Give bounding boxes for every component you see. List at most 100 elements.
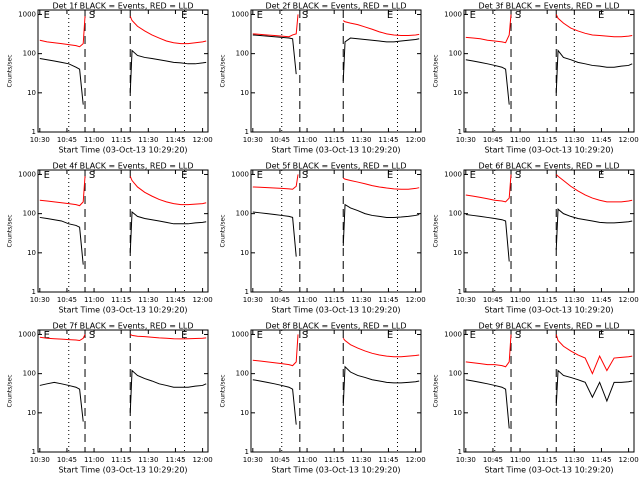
y-tick-label: 1000 (18, 10, 36, 18)
x-tick-label: 11:45 (378, 456, 398, 464)
y-tick-label: 10 (27, 409, 36, 417)
panel-title: Det 9f BLACK = Events, RED = LLD (478, 322, 619, 331)
panel-title: Det 6f BLACK = Events, RED = LLD (478, 162, 619, 171)
panel: Det 2f BLACK = Events, RED = LLD Counts/s… (220, 2, 426, 155)
x-tick-label: 10:45 (57, 296, 77, 304)
flag-label: E (387, 10, 393, 21)
x-tick-label: 11:30 (138, 136, 158, 144)
y-tick-label: 10 (27, 89, 36, 97)
plot-frame (463, 169, 635, 293)
x-axis-label: Start Time (03-Oct-13 10:29:20) (271, 466, 400, 475)
y-tick-label: 10 (27, 249, 36, 257)
y-tick-label: 100 (449, 50, 462, 58)
y-tick-label: 1 (32, 448, 36, 456)
flag-label: E (257, 10, 263, 21)
y-tick-label: 1000 (18, 330, 36, 338)
y-tick-label: 1 (32, 128, 36, 136)
y-axis-label: Counts/sec (220, 214, 227, 247)
flag-label: S (89, 170, 95, 181)
y-tick-label: 10 (453, 249, 462, 257)
x-tick-label: 11:00 (510, 456, 530, 464)
flag-label: S (89, 330, 95, 341)
y-axis-label: Counts/sec (433, 214, 440, 247)
flag-label: E (470, 10, 476, 21)
x-tick-label: 10:30 (30, 456, 50, 464)
x-tick-label: 11:15 (111, 296, 131, 304)
x-tick-label: 10:30 (243, 296, 263, 304)
series-line (252, 365, 420, 425)
x-tick-label: 11:00 (84, 296, 104, 304)
panel-title: Det 2f BLACK = Events, RED = LLD (265, 2, 406, 11)
series-line (39, 16, 207, 48)
panel-title: Det 7f BLACK = Events, RED = LLD (52, 322, 193, 331)
y-tick-label: 10 (240, 89, 249, 97)
x-tick-label: 11:45 (591, 136, 611, 144)
x-axis-label: Start Time (03-Oct-13 10:29:20) (271, 306, 400, 315)
y-axis-label: Counts/sec (7, 54, 14, 87)
panel: Det 1f BLACK = Events, RED = LLD Counts/s… (7, 2, 213, 155)
y-tick-label: 1000 (444, 330, 462, 338)
plot-frame (37, 169, 209, 293)
series-line (252, 334, 420, 367)
panel-title: Det 3f BLACK = Events, RED = LLD (478, 2, 619, 11)
x-tick-label: 11:45 (165, 456, 185, 464)
x-tick-label: 10:45 (270, 136, 290, 144)
x-tick-label: 11:30 (564, 296, 584, 304)
x-tick-label: 10:45 (270, 296, 290, 304)
x-tick-label: 11:15 (324, 136, 344, 144)
x-axis-label: Start Time (03-Oct-13 10:29:20) (58, 306, 187, 315)
x-tick-label: 11:30 (138, 456, 158, 464)
y-tick-label: 1 (458, 128, 462, 136)
x-axis-label: Start Time (03-Oct-13 10:29:20) (58, 466, 187, 475)
x-tick-label: 11:00 (84, 456, 104, 464)
panel: Det 4f BLACK = Events, RED = LLD Counts/s… (7, 162, 213, 315)
y-tick-label: 1000 (231, 170, 249, 178)
y-axis-label: Counts/sec (220, 54, 227, 87)
y-tick-label: 100 (236, 210, 249, 218)
y-tick-label: 1000 (231, 10, 249, 18)
flag-label: E (44, 170, 50, 181)
panel-title: Det 1f BLACK = Events, RED = LLD (52, 2, 193, 11)
x-tick-label: 10:45 (57, 136, 77, 144)
x-tick-label: 11:30 (564, 136, 584, 144)
series-line (39, 211, 207, 265)
series-line (465, 334, 633, 375)
flag-label: S (515, 330, 521, 341)
flag-label: E (470, 170, 476, 181)
series-line (252, 203, 420, 257)
x-tick-label: 11:45 (165, 296, 185, 304)
x-tick-label: 11:15 (324, 296, 344, 304)
panel-title: Det 5f BLACK = Events, RED = LLD (265, 162, 406, 171)
y-tick-label: 100 (236, 370, 249, 378)
panel: Det 6f BLACK = Events, RED = LLD Counts/s… (433, 162, 639, 315)
flag-label: E (181, 170, 187, 181)
y-tick-label: 1 (32, 288, 36, 296)
panel: Det 9f BLACK = Events, RED = LLD Counts/s… (433, 322, 639, 475)
flag-label: S (515, 170, 521, 181)
x-tick-label: 11:00 (297, 296, 317, 304)
x-tick-label: 11:30 (351, 456, 371, 464)
x-tick-label: 12:00 (405, 136, 425, 144)
series-line (465, 174, 633, 203)
flag-label: S (515, 10, 521, 21)
flag-label: E (470, 330, 476, 341)
y-tick-label: 100 (449, 370, 462, 378)
y-tick-label: 1 (245, 128, 249, 136)
x-tick-label: 12:00 (405, 456, 425, 464)
panel: Det 8f BLACK = Events, RED = LLD Counts/s… (220, 322, 426, 475)
y-tick-label: 1 (245, 448, 249, 456)
flag-label: S (302, 170, 308, 181)
flag-label: S (302, 330, 308, 341)
x-tick-label: 10:30 (30, 296, 50, 304)
x-tick-label: 10:30 (456, 136, 476, 144)
y-tick-label: 1000 (18, 170, 36, 178)
x-tick-label: 11:15 (324, 456, 344, 464)
plot-frame (37, 9, 209, 133)
series-line (465, 208, 633, 262)
y-axis-label: Counts/sec (220, 374, 227, 407)
y-tick-label: 10 (453, 89, 462, 97)
y-tick-label: 1000 (444, 10, 462, 18)
series-line (465, 49, 633, 105)
x-tick-label: 11:15 (111, 136, 131, 144)
